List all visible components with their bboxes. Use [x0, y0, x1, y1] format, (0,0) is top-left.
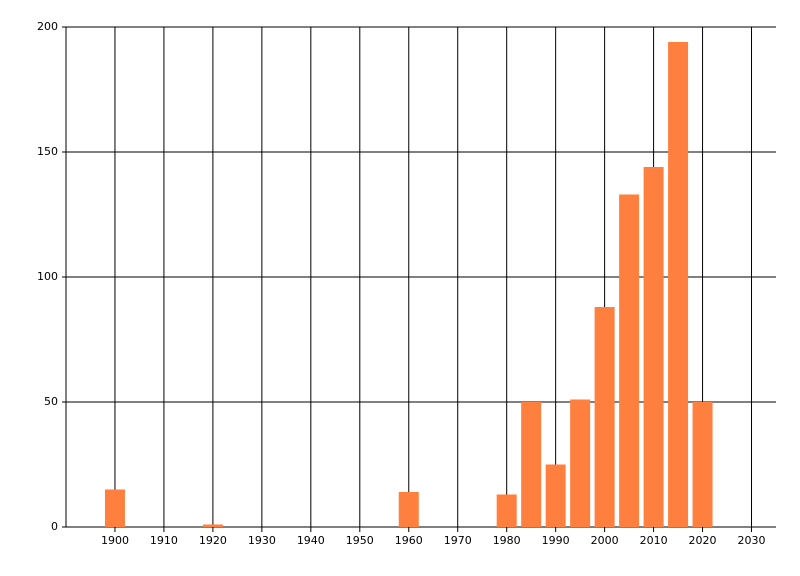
bar	[619, 194, 640, 527]
x-tick-label: 1940	[297, 534, 325, 547]
x-tick-label: 2010	[640, 534, 668, 547]
bar	[594, 307, 615, 527]
x-tick-label: 2030	[738, 534, 766, 547]
y-tick-label: 50	[44, 395, 58, 408]
x-tick-label: 2020	[689, 534, 717, 547]
x-tick-label: 1910	[150, 534, 178, 547]
y-tick-label: 200	[37, 20, 58, 33]
bar	[496, 494, 517, 527]
bar	[570, 399, 591, 527]
x-tick-label: 1980	[493, 534, 521, 547]
bar	[643, 167, 664, 527]
bar	[398, 492, 419, 527]
x-tick-label: 1920	[199, 534, 227, 547]
bar	[668, 42, 689, 527]
y-tick-label: 150	[37, 145, 58, 158]
bar	[521, 402, 542, 527]
x-tick-label: 1950	[346, 534, 374, 547]
x-tick-label: 1990	[542, 534, 570, 547]
x-tick-label: 1970	[444, 534, 472, 547]
bar	[202, 524, 223, 527]
y-tick-label: 100	[37, 270, 58, 283]
x-tick-label: 2000	[591, 534, 619, 547]
bar	[545, 464, 566, 527]
x-tick-label: 1900	[101, 534, 129, 547]
y-tick-label: 0	[51, 520, 58, 533]
bar	[692, 402, 713, 527]
bar	[104, 489, 125, 527]
x-tick-label: 1930	[248, 534, 276, 547]
x-tick-label: 1960	[395, 534, 423, 547]
